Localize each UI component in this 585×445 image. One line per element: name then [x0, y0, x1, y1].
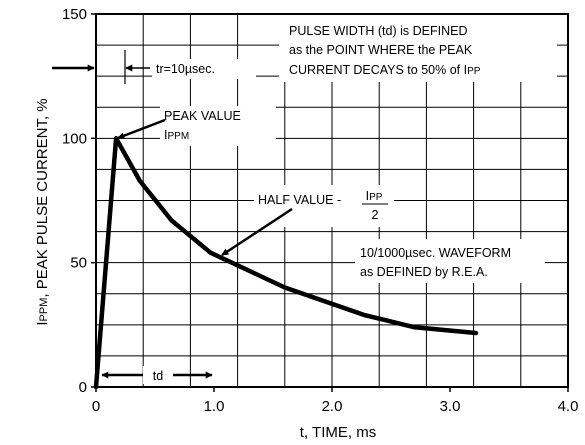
peak-arrow — [117, 118, 166, 140]
x-tick-label: 2.0 — [322, 398, 343, 415]
y-tick-label: 150 — [62, 6, 87, 23]
x-tick-label: 1.0 — [204, 398, 225, 415]
series-layer — [93, 136, 479, 390]
y-tick-label: 0 — [79, 379, 87, 396]
series-line-0 — [93, 136, 479, 390]
waveform-label-box — [355, 239, 545, 283]
plot-frame — [95, 13, 569, 388]
peak-label-line-1: PEAK VALUE — [164, 109, 241, 123]
axis-ticks: 0 50 100 150 0 1.0 2.0 3.0 4.0 — [62, 6, 578, 415]
half-value-numerator-subscript: PP — [369, 192, 383, 203]
half-value-denominator: 2 — [372, 208, 379, 222]
y-tick-label: 100 — [62, 130, 87, 147]
half-value-arrow — [221, 207, 293, 257]
peak-label-line-2: IPPM — [164, 128, 189, 142]
x-tick-label: 0 — [92, 398, 100, 415]
pulse-width-line-1: PULSE WIDTH (td) is DEFINED — [289, 24, 468, 38]
pulse-width-line-3: CURRENT DECAYS to 50% of IPP — [289, 63, 481, 77]
peak-label-line-2-subscript: PPM — [167, 131, 189, 142]
peak-label-box — [160, 106, 276, 146]
y-axis-label-rest: , PEAK PULSE CURRENT, % — [34, 98, 51, 297]
waveform-label-line-2: as DEFINED by R.E.A. — [360, 265, 488, 279]
y-axis-label: IPPM, PEAK PULSE CURRENT, % — [34, 98, 51, 325]
half-value-label: HALF VALUE - — [258, 193, 341, 207]
td-label: td — [153, 369, 163, 383]
x-tick-label: 3.0 — [440, 398, 461, 415]
half-value-numerator-text: I — [366, 189, 369, 203]
pulse-width-label-box — [279, 15, 557, 82]
pulse-width-line-2: as the POINT WHERE the PEAK — [289, 43, 473, 57]
y-tick-label: 50 — [70, 255, 87, 272]
half-value-numerator: IPP — [366, 189, 383, 203]
y-axis-label-subscript: PPM — [38, 298, 50, 322]
x-tick-label: 4.0 — [558, 398, 579, 415]
rise-time-label: tr=10µsec. — [156, 62, 215, 76]
rise-time-label-box — [152, 59, 256, 79]
peak-label-line-2-text: I — [164, 128, 167, 142]
x-axis-label: t, TIME, ms — [300, 424, 376, 441]
y-axis-label-prefix: I — [34, 321, 51, 325]
waveform-label-line-1: 10/1000µsec. WAVEFORM — [360, 246, 511, 260]
td-label-box — [143, 366, 173, 384]
pulse-width-line-3-text: CURRENT DECAYS to 50% of I — [289, 63, 467, 77]
pulse-width-line-3-subscript: PP — [467, 66, 481, 77]
